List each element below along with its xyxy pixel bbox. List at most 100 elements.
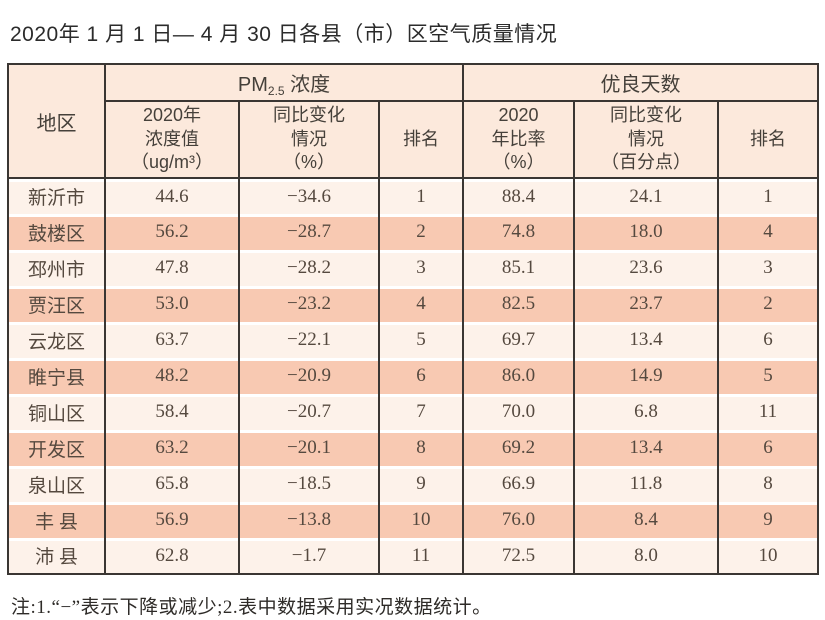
days-change-cell: 23.6: [573, 250, 720, 286]
days-change-cell: 23.7: [573, 286, 720, 322]
pm-value-cell: 48.2: [104, 358, 240, 394]
group-header-row: 地区 PM2.5 浓度 优良天数: [7, 64, 820, 179]
table-row: 泉山区 65.8 −18.5 9 66.9 11.8 8: [7, 466, 820, 502]
table-body: 新沂市 44.6 −34.6 1 88.4 24.1 1 鼓楼区 56.2 −2…: [7, 178, 820, 574]
pm-change-header: 同比变化 情况 （%）: [238, 101, 380, 179]
region-column-header: 地区: [7, 64, 106, 179]
pm-rank-cell: 11: [377, 538, 465, 574]
sub-header-row: 2020年 浓度值 （ug/m³） 同比变化 情况 （%） 排名 2020 年比…: [8, 101, 820, 179]
days-change-cell: 8.0: [573, 538, 720, 574]
region-cell: 云龙区: [7, 322, 106, 358]
table-row: 开发区 63.2 −20.1 8 69.2 13.4 6: [7, 430, 820, 466]
days-rate-cell: 86.0: [462, 358, 576, 394]
days-rank-cell: 8: [717, 466, 820, 502]
days-change-header: 同比变化 情况 （百分点）: [573, 101, 720, 179]
region-cell: 贾汪区: [7, 286, 106, 322]
pm-rank-cell: 1: [377, 178, 465, 214]
pm-rank-cell: 5: [377, 322, 465, 358]
days-rank-cell: 9: [717, 502, 820, 538]
pm-change-cell: −28.2: [238, 250, 380, 286]
pm-value-cell: 65.8: [104, 466, 240, 502]
days-rank-cell: 4: [717, 214, 820, 250]
pm-rank-cell: 6: [377, 358, 465, 394]
region-cell: 邳州市: [7, 250, 106, 286]
days-change-cell: 24.1: [573, 178, 720, 214]
table-row: 沛 县 62.8 −1.7 11 72.5 8.0 10: [7, 538, 820, 574]
days-rate-cell: 76.0: [462, 502, 576, 538]
region-cell: 新沂市: [7, 178, 106, 214]
days-change-cell: 18.0: [573, 214, 720, 250]
days-rate-cell: 82.5: [462, 286, 576, 322]
region-cell: 开发区: [7, 430, 106, 466]
pm-value-cell: 62.8: [104, 538, 240, 574]
table-row: 丰 县 56.9 −13.8 10 76.0 8.4 9: [7, 502, 820, 538]
pm-change-cell: −20.1: [238, 430, 380, 466]
days-rate-cell: 69.2: [462, 430, 576, 466]
days-change-cell: 13.4: [573, 430, 720, 466]
pm25-label-base: PM: [237, 74, 268, 96]
region-cell: 沛 县: [7, 538, 106, 574]
days-rank-cell: 1: [717, 178, 820, 214]
pm-rank-cell: 2: [377, 214, 465, 250]
region-cell: 丰 县: [7, 502, 106, 538]
good-days-group-header: 优良天数: [462, 64, 820, 102]
days-rate-cell: 85.1: [462, 250, 576, 286]
days-rank-cell: 5: [717, 358, 820, 394]
pm-value-cell: 47.8: [104, 250, 240, 286]
region-cell: 泉山区: [7, 466, 106, 502]
table-header: 地区 PM2.5 浓度 优良天数 2020年 浓度值 （ug/m³） 同比变化 …: [7, 64, 820, 179]
days-rate-cell: 74.8: [462, 214, 576, 250]
table-row: 新沂市 44.6 −34.6 1 88.4 24.1 1: [7, 178, 820, 214]
pm-change-cell: −22.1: [238, 322, 380, 358]
pm-rank-cell: 10: [377, 502, 465, 538]
table-row: 云龙区 63.7 −22.1 5 69.7 13.4 6: [7, 322, 820, 358]
pm-value-cell: 63.2: [104, 430, 240, 466]
table-row: 铜山区 58.4 −20.7 7 70.0 6.8 11: [7, 394, 820, 430]
pm-change-cell: −1.7: [238, 538, 380, 574]
days-rank-header: 排名: [717, 101, 820, 179]
pm-value-cell: 56.2: [104, 214, 240, 250]
days-rank-cell: 2: [717, 286, 820, 322]
page-title: 2020年 1 月 1 日— 4 月 30 日各县（市）区空气质量情况: [10, 23, 558, 46]
pm25-label-subscript: 2.5: [267, 84, 285, 98]
days-rank-cell: 3: [717, 250, 820, 286]
days-rate-cell: 66.9: [462, 466, 576, 502]
days-change-cell: 14.9: [573, 358, 720, 394]
pm-change-cell: −28.7: [238, 214, 380, 250]
pm-value-cell: 53.0: [104, 286, 240, 322]
pm-value-cell: 58.4: [104, 394, 240, 430]
pm-rank-cell: 7: [377, 394, 465, 430]
pm-change-cell: −18.5: [238, 466, 380, 502]
days-change-cell: 11.8: [573, 466, 720, 502]
days-change-cell: 13.4: [573, 322, 720, 358]
days-rate-header: 2020 年比率 （%）: [462, 101, 576, 179]
days-rate-cell: 88.4: [462, 178, 576, 214]
table-row: 睢宁县 48.2 −20.9 6 86.0 14.9 5: [7, 358, 820, 394]
table-row: 贾汪区 53.0 −23.2 4 82.5 23.7 2: [7, 286, 820, 322]
region-cell: 睢宁县: [7, 358, 106, 394]
pm-rank-cell: 4: [377, 286, 465, 322]
pm-rank-cell: 9: [377, 466, 465, 502]
pm-value-header: 2020年 浓度值 （ug/m³）: [104, 101, 240, 179]
pm-value-cell: 56.9: [104, 502, 240, 538]
pm25-label-suffix: 浓度: [290, 74, 331, 96]
table-row: 鼓楼区 56.2 −28.7 2 74.8 18.0 4: [7, 214, 820, 250]
pm-rank-header: 排名: [377, 101, 465, 179]
table-footnote: 注:1.“−”表示下降或减少;2.表中数据采用实况数据统计。: [11, 597, 492, 618]
air-quality-table: 地区 PM2.5 浓度 优良天数 2020年 浓度值 （ug/m³） 同比变化 …: [7, 63, 820, 575]
days-change-cell: 8.4: [573, 502, 720, 538]
days-rate-cell: 69.7: [462, 322, 576, 358]
pm-value-cell: 63.7: [104, 322, 240, 358]
days-rank-cell: 6: [717, 430, 820, 466]
days-rank-cell: 6: [717, 322, 820, 358]
table-row: 邳州市 47.8 −28.2 3 85.1 23.6 3: [7, 250, 820, 286]
pm-change-cell: −13.8: [238, 502, 380, 538]
region-cell: 铜山区: [7, 394, 106, 430]
pm-change-cell: −23.2: [238, 286, 380, 322]
days-change-cell: 6.8: [573, 394, 720, 430]
pm-change-cell: −34.6: [238, 178, 380, 214]
days-rank-cell: 11: [717, 394, 820, 430]
pm-rank-cell: 3: [377, 250, 465, 286]
days-rate-cell: 70.0: [462, 394, 576, 430]
pm25-group-header: PM2.5 浓度: [103, 64, 465, 102]
